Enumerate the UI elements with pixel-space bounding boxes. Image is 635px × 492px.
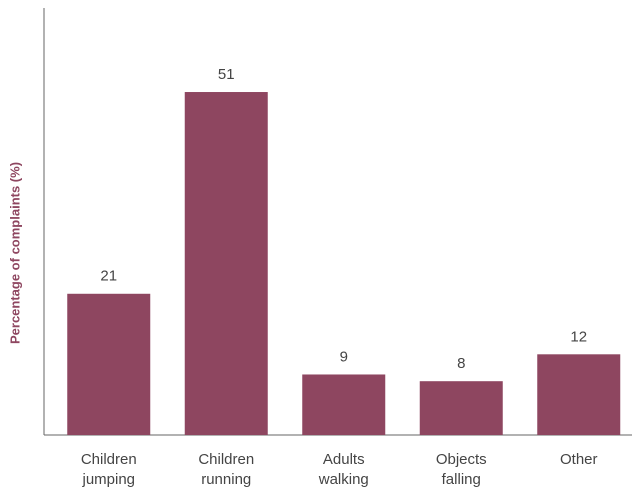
- bar: [419, 381, 503, 435]
- x-tick-label: Children: [198, 451, 254, 468]
- x-tick-label: jumping: [81, 471, 135, 488]
- y-axis-label: Percentage of complaints (%): [7, 162, 22, 344]
- bar: [184, 92, 268, 436]
- x-tick-label: Objects: [436, 451, 487, 468]
- data-label: 9: [340, 348, 348, 365]
- bar: [537, 354, 621, 435]
- x-tick-label: running: [201, 471, 251, 488]
- x-tick-label: Adults: [323, 451, 365, 468]
- x-tick-label: Children: [81, 451, 137, 468]
- data-label: 12: [570, 328, 587, 345]
- x-tick-label: walking: [318, 471, 369, 488]
- bar: [67, 293, 151, 435]
- data-label: 21: [100, 268, 117, 285]
- bar: [302, 374, 386, 435]
- x-tick-label: Other: [560, 451, 598, 468]
- data-label: 8: [457, 355, 465, 372]
- x-tick-label: falling: [442, 471, 481, 488]
- data-label: 51: [218, 66, 235, 83]
